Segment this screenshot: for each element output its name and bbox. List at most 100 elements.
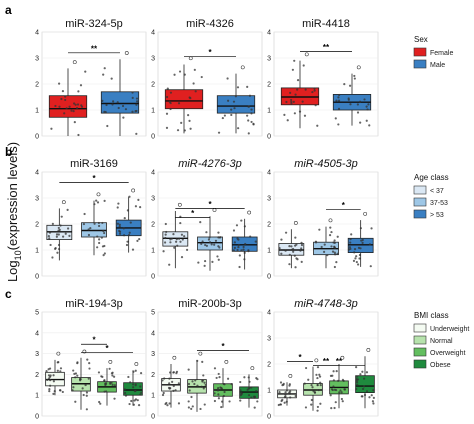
data-point: [340, 397, 343, 401]
data-point: [180, 121, 183, 124]
data-point: [51, 256, 54, 259]
data-point: [314, 240, 318, 243]
data-point: [290, 100, 293, 103]
data-point: [250, 386, 253, 389]
data-point: [202, 387, 205, 390]
data-point: [48, 231, 52, 234]
legend-swatch: [413, 185, 427, 195]
data-point: [242, 245, 245, 249]
legend-swatch: [413, 359, 427, 369]
data-point: [55, 235, 58, 238]
data-point: [172, 389, 175, 392]
data-point: [173, 73, 176, 76]
data-point: [349, 103, 352, 106]
data-point: [102, 254, 105, 257]
data-point: [244, 242, 247, 246]
data-point: [333, 251, 336, 254]
data-point: [338, 93, 341, 97]
data-point: [203, 403, 206, 406]
data-point: [303, 114, 307, 117]
data-point: [85, 408, 88, 411]
data-point: [289, 390, 292, 393]
row-labels: a b c: [5, 3, 12, 301]
y-tick-label: 3: [35, 351, 39, 358]
data-point: [174, 240, 178, 243]
data-point: [313, 391, 317, 394]
panel-title: miR-4505-3p: [294, 158, 358, 170]
y-tick-label: 0: [267, 274, 271, 281]
data-point: [131, 110, 134, 113]
data-point: [201, 379, 204, 382]
data-point: [249, 235, 252, 238]
data-point: [108, 367, 111, 370]
data-point: [363, 393, 367, 397]
y-tick-label: 5: [151, 310, 155, 317]
data-point: [87, 228, 90, 231]
y-tick-label: 1: [267, 108, 271, 115]
data-point: [293, 59, 296, 62]
data-point: [192, 82, 195, 85]
chart-panel: miR-194-3p 0 1 2 3 4 5 * *: [35, 298, 147, 421]
data-point: [187, 382, 191, 386]
data-point: [161, 393, 165, 397]
data-point: [72, 110, 75, 113]
data-point: [100, 236, 103, 239]
data-point: [165, 230, 168, 234]
data-point: [220, 386, 223, 390]
data-point: [247, 376, 250, 379]
data-point: [239, 399, 242, 402]
data-point: [196, 384, 199, 387]
box-group: [213, 360, 233, 409]
data-point: [124, 108, 128, 111]
data-point: [337, 96, 340, 99]
data-point: [200, 242, 203, 245]
data-point: [50, 127, 53, 130]
data-point: [370, 394, 373, 397]
data-point: [302, 64, 305, 67]
data-point: [167, 386, 171, 389]
data-point: [333, 245, 336, 248]
y-tick-label: 0: [151, 134, 155, 141]
data-point: [137, 404, 141, 407]
data-point: [226, 77, 229, 80]
data-point: [77, 90, 80, 93]
data-point: [213, 392, 216, 395]
data-point: [166, 404, 169, 407]
data-point: [293, 254, 296, 257]
data-point: [112, 100, 115, 103]
data-point: [111, 103, 114, 106]
data-point: [356, 383, 359, 386]
data-point: [49, 375, 52, 378]
box: [123, 382, 143, 396]
legend-swatch: [413, 197, 427, 207]
data-point: [63, 112, 66, 115]
data-point: [139, 372, 143, 375]
data-point: [187, 400, 190, 403]
y-tick-label: 1: [151, 108, 155, 115]
data-point: [165, 126, 169, 129]
outlier-point: [224, 360, 229, 364]
y-tick-label: 2: [151, 222, 155, 229]
data-point: [213, 243, 216, 246]
data-point: [361, 370, 364, 373]
box-group: [231, 210, 258, 270]
legend: BMI class Underweight Normal Overweight Obes…: [413, 311, 469, 369]
data-point: [332, 379, 335, 382]
data-point: [341, 400, 344, 403]
data-point: [169, 101, 172, 105]
data-point: [314, 104, 317, 107]
data-point: [355, 387, 358, 391]
data-point: [116, 101, 119, 104]
data-point: [191, 405, 194, 408]
data-point: [330, 407, 333, 410]
data-point: [329, 226, 332, 229]
data-point: [180, 256, 184, 259]
data-point: [185, 248, 189, 251]
data-point: [200, 385, 203, 388]
significance-label: *: [208, 200, 212, 209]
box-group: [280, 52, 320, 129]
data-point: [366, 108, 369, 111]
data-point: [299, 249, 302, 252]
data-point: [358, 253, 362, 257]
data-point: [232, 100, 236, 103]
